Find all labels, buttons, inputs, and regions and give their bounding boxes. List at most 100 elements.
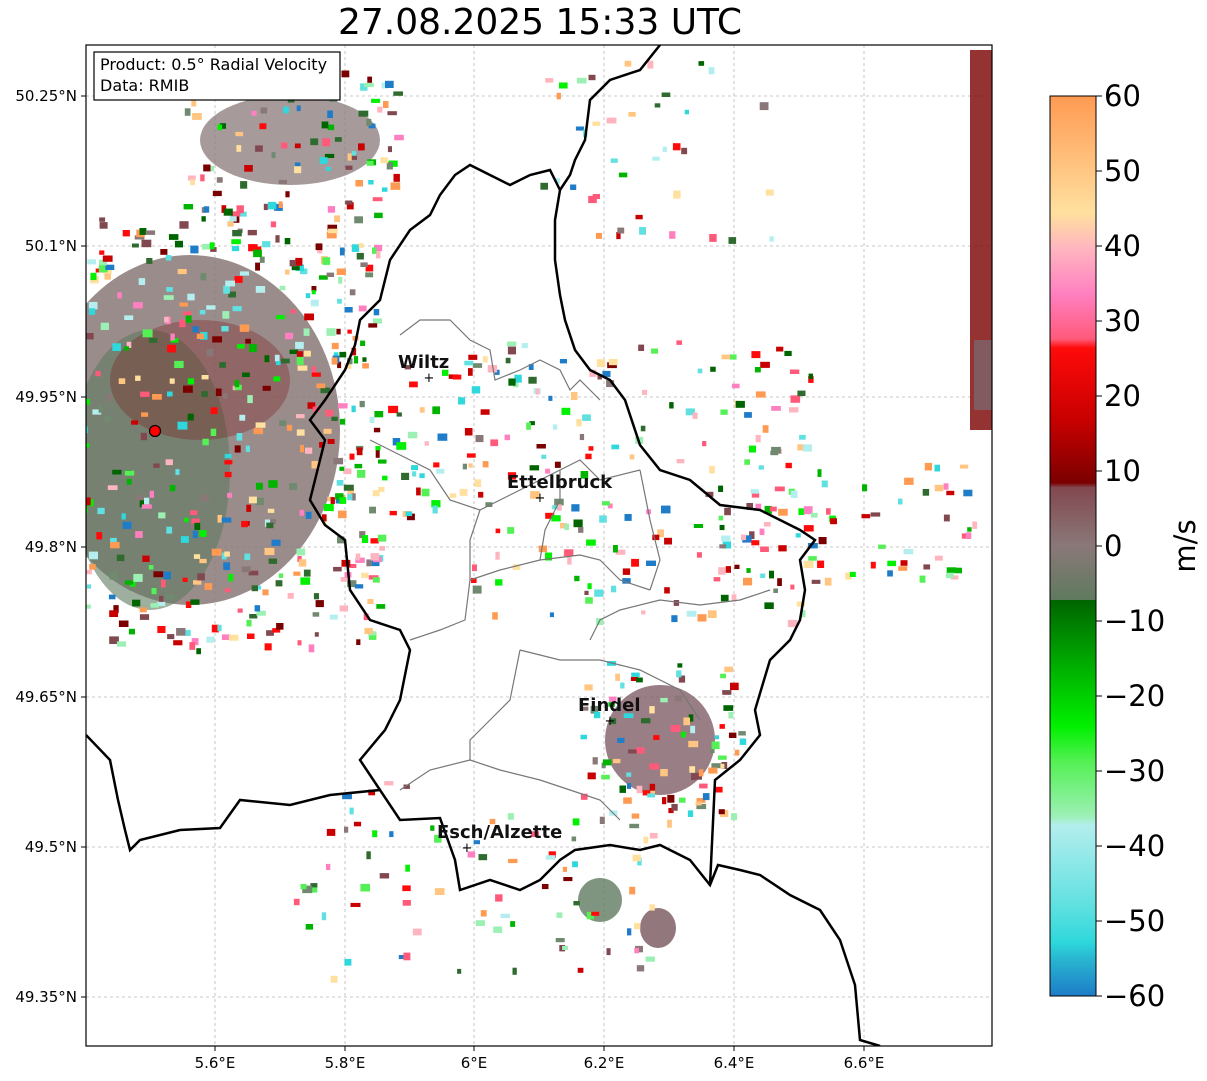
radar-speckle xyxy=(22,226,31,231)
radar-speckle xyxy=(339,605,348,612)
radar-speckle xyxy=(276,623,284,630)
radar-speckle xyxy=(709,234,717,242)
radar-speckle xyxy=(286,424,293,431)
radar-speckle xyxy=(693,524,704,528)
radar-speckle xyxy=(33,260,42,266)
radar-speckle xyxy=(326,231,337,239)
radar-speckle xyxy=(27,259,35,266)
radar-speckle xyxy=(323,503,334,512)
radar-speckle xyxy=(577,967,584,973)
radar-speckle xyxy=(266,522,274,529)
radar-speckle xyxy=(136,495,144,501)
radar-speckle xyxy=(472,363,483,368)
radar-speckle xyxy=(273,376,281,382)
radar-speckle xyxy=(377,106,383,113)
radar-speckle xyxy=(139,614,150,620)
radar-speckle xyxy=(375,446,381,451)
radar-speckle xyxy=(148,338,158,343)
radar-speckle xyxy=(437,433,448,441)
radar-speckle xyxy=(8,471,17,477)
radar-speckle xyxy=(571,836,577,842)
radar-speckle xyxy=(202,438,209,446)
radar-speckle xyxy=(299,509,304,516)
city-findel: Findel + xyxy=(578,695,641,729)
radar-speckle xyxy=(204,583,213,590)
radar-speckle xyxy=(255,262,260,271)
radar-speckle xyxy=(255,145,263,152)
radar-speckle xyxy=(433,462,440,468)
radar-speckle xyxy=(388,160,398,167)
radar-speckle xyxy=(118,620,129,627)
radar-speckle xyxy=(270,221,277,228)
radar-speckle xyxy=(487,365,498,373)
radar-speckle xyxy=(750,489,759,494)
radar-speckle xyxy=(35,528,43,536)
radar-speckle xyxy=(351,347,357,356)
city-cross-icon: + xyxy=(462,841,473,856)
radar-speckle xyxy=(52,354,62,360)
radar-speckle xyxy=(861,514,871,519)
radar-speckle xyxy=(642,790,651,796)
radar-speckle xyxy=(657,529,664,538)
radar-speckle xyxy=(576,419,582,427)
radar-speckle xyxy=(743,577,753,586)
radar-speckle xyxy=(99,250,105,255)
radar-speckle xyxy=(34,507,44,512)
radar-speckle xyxy=(796,601,805,607)
radar-speckle xyxy=(540,182,548,190)
radar-speckle xyxy=(109,610,119,617)
radar-speckle xyxy=(615,549,626,555)
radar-speckle xyxy=(473,840,480,845)
y-tick-label: 49.35°N xyxy=(15,988,77,1006)
radar-speckle xyxy=(87,259,97,265)
radar-speckle xyxy=(368,123,376,129)
radar-speckle xyxy=(227,221,234,227)
radar-speckle xyxy=(311,461,320,469)
radar-speckle xyxy=(765,189,774,196)
radar-speckle xyxy=(37,332,47,337)
radar-speckle xyxy=(602,501,610,506)
radar-speckle xyxy=(755,391,766,398)
radar-speckle xyxy=(56,217,64,221)
radar-speckle xyxy=(800,610,806,618)
radar-speckle xyxy=(387,146,392,153)
radar-speckle xyxy=(366,559,372,567)
radar-speckle xyxy=(223,562,231,571)
city-label: Esch/Alzette xyxy=(437,822,562,843)
radar-speckle xyxy=(262,241,271,248)
radar-speckle xyxy=(10,351,16,358)
radar-speckle xyxy=(223,393,228,399)
radar-speckle xyxy=(86,569,92,575)
radar-speckle xyxy=(157,626,166,633)
radar-speckle xyxy=(331,357,338,365)
radar-speckle xyxy=(135,531,143,538)
radar-speckle xyxy=(303,328,310,336)
radar-speckle xyxy=(274,354,280,362)
radar-speckle xyxy=(360,340,366,346)
radar-speckle xyxy=(326,167,331,172)
radar-speckle xyxy=(345,165,353,170)
radar-speckle xyxy=(681,731,686,738)
radar-speckle xyxy=(293,898,300,906)
radar-speckle xyxy=(192,326,199,333)
radar-speckle xyxy=(377,534,387,542)
radar-speckle xyxy=(464,428,473,436)
radar-speckle xyxy=(759,528,765,536)
radar-speckle xyxy=(360,83,368,91)
radar-speckle xyxy=(235,384,242,391)
radar-speckle xyxy=(254,605,261,612)
radar-speckle xyxy=(789,407,799,413)
radar-speckle xyxy=(140,391,150,397)
radar-speckle xyxy=(449,493,457,498)
radar-speckle xyxy=(355,553,361,561)
radar-speckle xyxy=(740,534,747,541)
radar-speckle xyxy=(1,419,8,423)
radar-speckle xyxy=(203,206,210,213)
radar-speckle xyxy=(602,759,612,766)
radar-speckle xyxy=(617,227,625,234)
radar-speckle xyxy=(98,264,108,273)
radar-speckle xyxy=(699,783,708,789)
radar-speckle xyxy=(190,245,199,254)
radar-speckle xyxy=(652,534,660,541)
radar-speckle xyxy=(797,390,806,397)
